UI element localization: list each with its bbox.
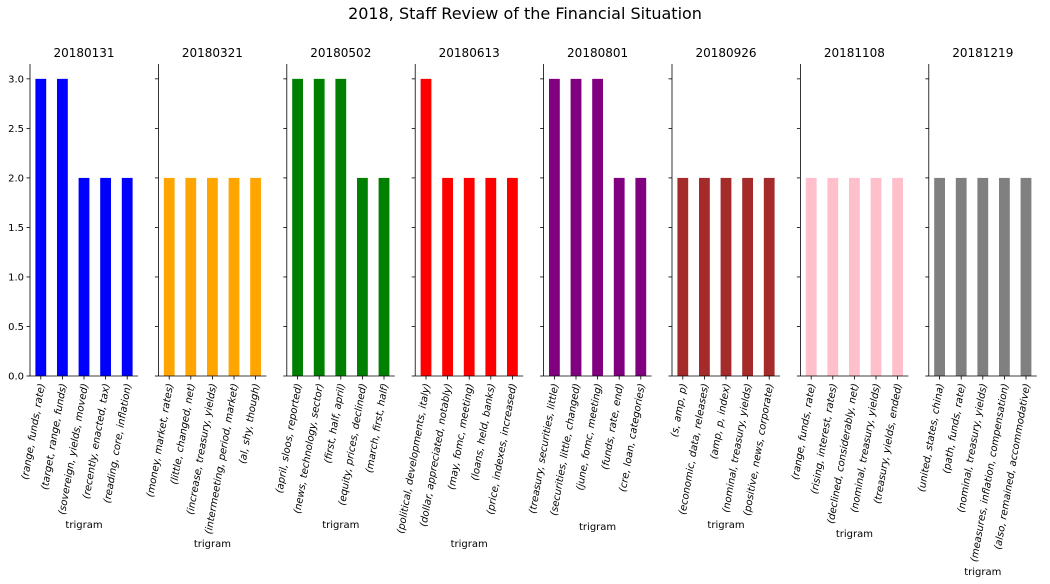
bar [78, 177, 90, 376]
figure-title: 2018, Staff Review of the Financial Situ… [348, 4, 702, 23]
bar [507, 177, 518, 376]
bar [720, 177, 732, 376]
bar [185, 177, 197, 376]
bar [763, 177, 775, 376]
y-tick-label: 0.5 [8, 322, 24, 333]
bar [977, 177, 989, 376]
bar [463, 177, 475, 376]
chart-panel: 20180801(treasury, securities, little)(s… [528, 46, 652, 533]
chart-panel: 20181219 (united, states, china)(path, fu… [917, 46, 1037, 578]
x-tick-label: (funds, rate, end) [600, 383, 626, 471]
bar [335, 78, 347, 376]
x-tick-label: (path, funds, rate) [941, 383, 968, 475]
x-axis-label: trigram [451, 539, 488, 550]
x-tick-label: (al, shy, though) [238, 383, 263, 465]
x-axis-label: trigram [964, 567, 1001, 578]
bar [1020, 177, 1032, 376]
y-tick-label: 0.0 [8, 372, 24, 383]
chart-panel: 20180502(april, sloos, reported)(news, t… [274, 46, 395, 531]
bar [592, 78, 603, 376]
bar [420, 78, 432, 376]
bar [313, 78, 325, 376]
x-axis-label: trigram [836, 529, 873, 540]
y-tick-label: 3.0 [8, 74, 24, 85]
panel-title: 20181108 [824, 46, 885, 60]
bar [805, 177, 817, 376]
x-axis-label: trigram [579, 522, 616, 533]
bar [677, 177, 689, 376]
bar [827, 177, 839, 376]
panel-title: 20180801 [567, 46, 628, 60]
x-tick-label: (s, amp, p) [669, 383, 689, 438]
chart-panel: 20180613(political, developments, italy)… [396, 46, 524, 550]
x-axis-label: trigram [65, 520, 102, 531]
x-axis-label: trigram [322, 520, 359, 531]
y-tick-label: 2.5 [8, 124, 24, 135]
bar [207, 177, 218, 376]
bar [892, 177, 903, 376]
bar [934, 177, 945, 376]
x-axis-label: trigram [194, 539, 231, 550]
chart-panel: 20180926(s, amp, p)(economic, data, rele… [668, 46, 780, 531]
panel-title: 20180926 [695, 46, 756, 60]
bar [292, 78, 303, 376]
bar [57, 78, 68, 376]
y-tick-label: 1.5 [8, 223, 24, 234]
bar [570, 78, 582, 376]
x-tick-label: (united, states, china) [917, 383, 947, 493]
bar [635, 177, 647, 376]
panel-title: 20180321 [182, 46, 243, 60]
panel-title: 20180502 [310, 46, 371, 60]
bar [35, 78, 47, 376]
y-tick-label: 2.0 [8, 173, 24, 184]
bar [699, 177, 710, 376]
bar [999, 177, 1010, 376]
bar [485, 177, 497, 376]
bar [849, 177, 860, 376]
x-tick-label: (first, half, april) [323, 383, 348, 465]
bar [100, 177, 111, 376]
bar [613, 177, 625, 376]
x-tick-label: (amp, p, index) [709, 383, 733, 460]
bar [549, 78, 560, 376]
panel-title: 20180131 [53, 46, 114, 60]
bar [250, 177, 261, 376]
x-axis-label: trigram [707, 520, 744, 531]
panel-title: 20180613 [439, 46, 500, 60]
bar [121, 177, 133, 376]
bar [870, 177, 882, 376]
bar [378, 177, 390, 376]
chart-panel: 20180321(money, market, rates)(little, c… [145, 46, 267, 550]
bar [357, 177, 368, 376]
bar [163, 177, 175, 376]
y-tick-label: 1.0 [8, 272, 24, 283]
bar [955, 177, 967, 376]
x-tick-label: (march, first, half) [364, 383, 391, 474]
chart-panel: 20181108(range, funds, rate)(rising, int… [790, 46, 909, 540]
bar [742, 177, 753, 376]
bar [228, 177, 240, 376]
panel-title: 20181219 [952, 46, 1013, 60]
bar [442, 177, 453, 376]
